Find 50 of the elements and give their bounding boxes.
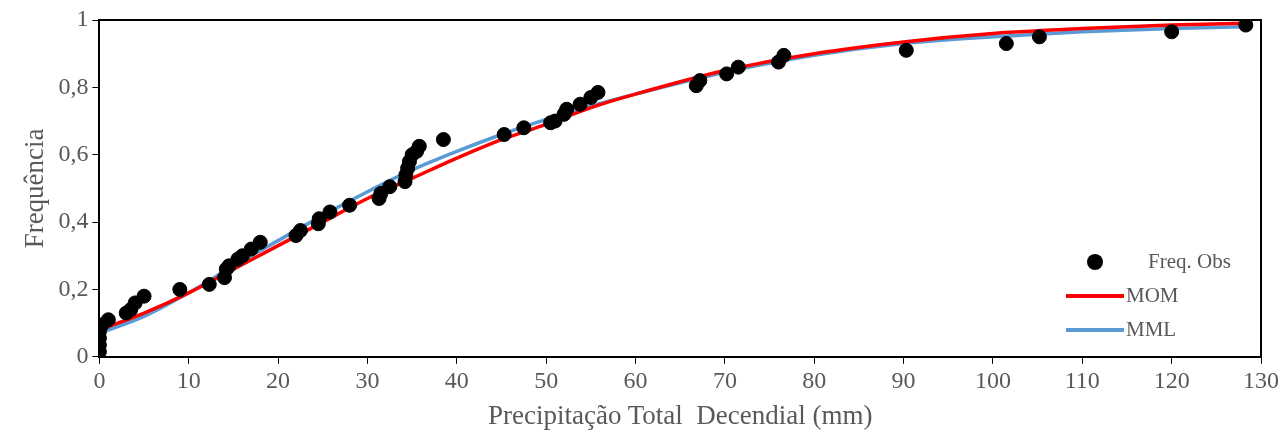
point [382, 179, 398, 195]
legend-label: MML [1126, 317, 1177, 343]
point [100, 312, 116, 328]
y-tick-label: 0,8 [58, 72, 89, 99]
x-tick-label: 100 [974, 367, 1011, 394]
y-tick-label: 1 [76, 5, 89, 32]
point [898, 42, 914, 58]
x-tick-label: 0 [93, 367, 106, 394]
point [572, 96, 588, 112]
point [590, 84, 606, 100]
x-tick-label: 120 [1153, 367, 1190, 394]
point [172, 281, 188, 297]
legend-label: MOM [1126, 283, 1179, 309]
y-tick-label: 0,4 [58, 207, 89, 234]
x-tick-label: 30 [355, 367, 380, 394]
y-tick-label: 0,2 [58, 274, 89, 301]
x-tick-label: 10 [176, 367, 201, 394]
point [292, 223, 308, 238]
point [1164, 24, 1180, 40]
point [201, 276, 217, 292]
x-tick-label: 20 [266, 367, 291, 394]
point [998, 36, 1014, 52]
x-tick-label: 130 [1243, 367, 1279, 394]
point [435, 132, 451, 148]
legend-label: Freq. Obs [1148, 249, 1231, 275]
x-tick-label: 110 [1064, 367, 1100, 394]
x-tick-label: 70 [712, 367, 737, 394]
x-axis-title: Precipitação Total Decendial (mm) [487, 399, 873, 430]
y-tick-label: 0,6 [58, 140, 89, 167]
x-tick-label: 50 [534, 367, 559, 394]
point [136, 288, 152, 304]
y-tick-label: 0 [76, 342, 89, 369]
point [719, 66, 735, 82]
x-tick-label: 90 [891, 367, 916, 394]
x-tick-label: 80 [802, 367, 827, 394]
point [776, 47, 792, 63]
point [692, 73, 708, 89]
x-tick-label: 60 [623, 367, 648, 394]
point [730, 59, 746, 75]
point [559, 101, 575, 117]
point [322, 204, 338, 220]
point [342, 197, 358, 213]
point [252, 234, 268, 250]
point [516, 120, 532, 136]
point [496, 127, 512, 143]
x-tick-label: 40 [444, 367, 469, 394]
point [1238, 20, 1254, 33]
point [1031, 29, 1047, 45]
point [411, 138, 427, 154]
y-axis-title: Frequência [19, 128, 50, 249]
